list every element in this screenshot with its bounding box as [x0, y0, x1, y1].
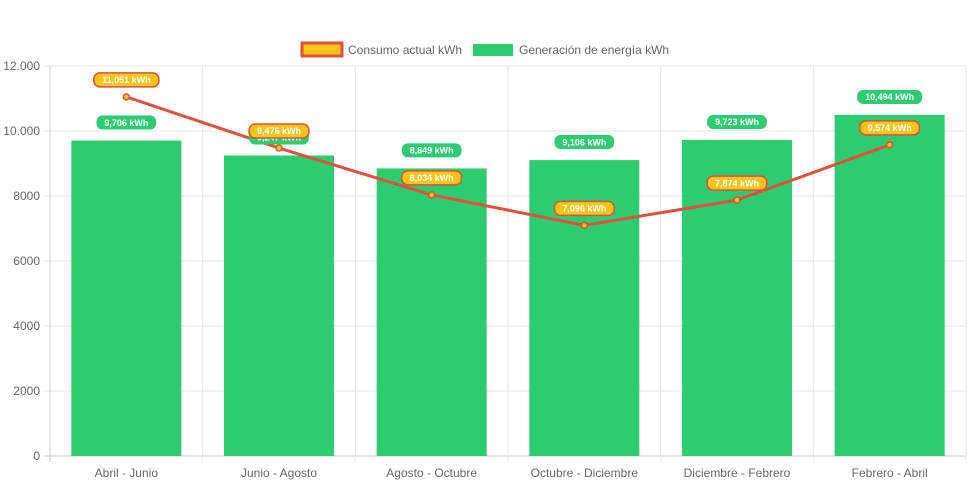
- data-label-bg: [707, 115, 767, 130]
- data-label-bg: [553, 200, 615, 217]
- data-label-bg: [401, 143, 462, 158]
- legend-label-consumo: Consumo actual kWh: [348, 43, 462, 57]
- data-label-text: 9,574 kWh: [868, 123, 912, 133]
- x-axis: Abril - Junio Junio - Agosto Agosto - Octu…: [95, 466, 928, 480]
- data-label-text: 10,494 kWh: [865, 92, 914, 102]
- data-label-bg: [401, 170, 463, 186]
- legend-swatch-generacion: [473, 44, 513, 56]
- data-label-bg: [554, 135, 615, 150]
- x-tick-label: Diciembre - Febrero: [684, 466, 791, 480]
- y-tick-label: 10.000: [3, 124, 40, 138]
- bar-data-label: 9,706 kWh: [96, 115, 157, 130]
- bar-series: [71, 114, 945, 456]
- bar[interactable]: [834, 114, 945, 456]
- line-point[interactable]: [885, 141, 894, 149]
- line-data-label: 7,874 kWh: [706, 175, 768, 191]
- legend-swatch-consumo: [300, 41, 344, 58]
- line-point[interactable]: [427, 191, 436, 199]
- legend-label-generacion: Generación de energía kWh: [519, 43, 669, 57]
- y-tick-label: 8000: [13, 189, 40, 203]
- y-tick-label: 12.000: [3, 59, 40, 73]
- x-tick-label: Abril - Junio: [95, 466, 159, 480]
- line-data-label: 8,034 kWh: [401, 170, 463, 186]
- y-tick-label: 4000: [13, 319, 40, 333]
- data-label-bg: [248, 123, 310, 139]
- bar[interactable]: [376, 168, 487, 456]
- line-data-label: 11,051 kWh: [93, 72, 160, 88]
- line-data-label: 9,574 kWh: [859, 120, 921, 136]
- data-label-text: 9,706 kWh: [104, 118, 148, 128]
- data-label-bg: [859, 120, 921, 136]
- x-tick-label: Agosto - Octubre: [386, 466, 477, 480]
- data-label-bg: [857, 89, 923, 104]
- data-label-text: 7,096 kWh: [562, 204, 606, 214]
- y-tick-label: 2000: [13, 384, 40, 398]
- data-label-bg: [93, 72, 160, 88]
- legend: Consumo actual kWh Generación de energía…: [300, 41, 669, 58]
- line-point[interactable]: [580, 221, 589, 230]
- data-label-text: 9,723 kWh: [715, 117, 759, 127]
- data-label-text: 8,034 kWh: [410, 173, 454, 183]
- data-label-text: 9,476 kWh: [257, 126, 301, 136]
- bar-data-label: 8,849 kWh: [401, 143, 462, 158]
- data-label-bg: [96, 115, 157, 130]
- data-label-bg: [706, 175, 768, 191]
- bar[interactable]: [682, 140, 792, 456]
- legend-item-generacion[interactable]: Generación de energía kWh: [473, 43, 669, 57]
- line-point[interactable]: [275, 144, 283, 152]
- line-point[interactable]: [733, 196, 741, 204]
- y-tick-label: 6000: [13, 254, 40, 268]
- legend-item-consumo[interactable]: Consumo actual kWh: [300, 41, 462, 58]
- x-tick-label: Febrero - Abril: [852, 466, 928, 480]
- data-label-text: 8,849 kWh: [410, 146, 454, 156]
- bar-data-label: 9,723 kWh: [707, 115, 767, 130]
- data-label-text: 11,051 kWh: [102, 75, 151, 85]
- bar-data-label: 9,106 kWh: [554, 135, 615, 150]
- x-tick-label: Junio - Agosto: [241, 466, 317, 480]
- line-point[interactable]: [122, 93, 131, 101]
- line-data-labels: 11,051 kWh 9,476 kWh 8,034 kWh 7,096 kWh 7,8…: [93, 72, 921, 217]
- data-label-text: 9,106 kWh: [562, 137, 606, 147]
- bar[interactable]: [71, 140, 182, 456]
- y-axis: 0 2000 4000 6000 8000 10.000 12.000: [3, 59, 40, 463]
- x-tick-label: Octubre - Diciembre: [531, 466, 639, 480]
- line-data-label: 7,096 kWh: [553, 200, 615, 217]
- bar-data-label: 10,494 kWh: [857, 89, 923, 104]
- bar[interactable]: [224, 155, 334, 456]
- data-label-text: 7,874 kWh: [715, 178, 759, 188]
- line-data-label: 9,476 kWh: [248, 123, 310, 139]
- grid: [44, 65, 967, 462]
- y-tick-label: 0: [33, 449, 40, 463]
